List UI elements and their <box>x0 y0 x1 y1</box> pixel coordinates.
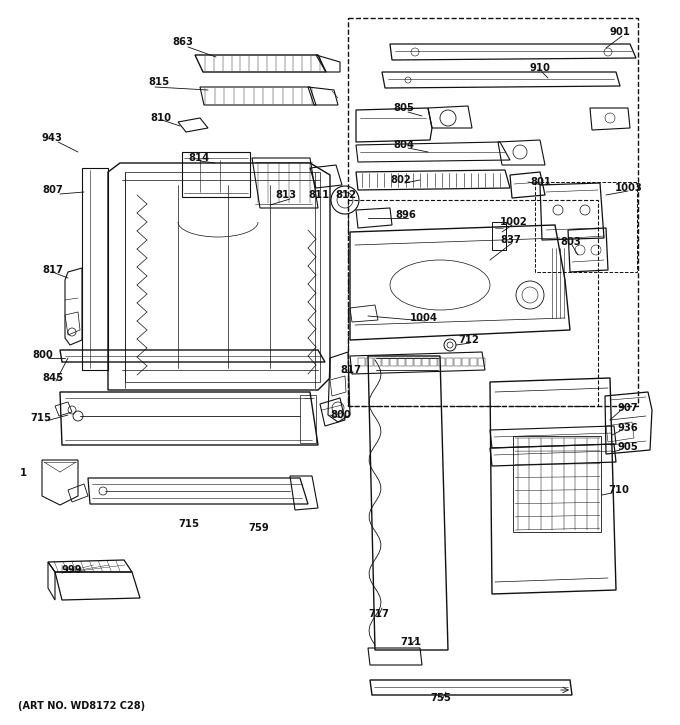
Text: 800: 800 <box>330 410 351 420</box>
Text: 999: 999 <box>62 565 83 575</box>
Text: (ART NO. WD8172 C28): (ART NO. WD8172 C28) <box>18 701 145 711</box>
Bar <box>390 358 397 366</box>
Text: 815: 815 <box>148 77 169 87</box>
Text: 1004: 1004 <box>410 313 438 323</box>
Bar <box>422 358 429 366</box>
Text: 755: 755 <box>430 693 451 703</box>
Bar <box>300 395 316 443</box>
Text: 905: 905 <box>618 442 639 452</box>
Bar <box>398 358 405 366</box>
Text: 814: 814 <box>188 153 209 163</box>
Text: 759: 759 <box>248 523 269 533</box>
Text: 807: 807 <box>42 185 63 195</box>
Bar <box>182 152 250 197</box>
Text: 811: 811 <box>308 190 329 200</box>
Bar <box>366 358 373 366</box>
Bar <box>382 358 389 366</box>
Bar <box>462 358 469 366</box>
Bar <box>492 222 506 250</box>
Text: 817: 817 <box>42 265 63 275</box>
Text: 837: 837 <box>500 235 521 245</box>
Text: 711: 711 <box>400 637 421 647</box>
Bar <box>470 358 477 366</box>
Text: 863: 863 <box>172 37 193 47</box>
Text: 800: 800 <box>32 350 53 360</box>
Text: 1: 1 <box>20 468 27 478</box>
Bar <box>374 358 381 366</box>
Bar <box>478 358 485 366</box>
Text: 813: 813 <box>275 190 296 200</box>
Text: 715: 715 <box>30 413 51 423</box>
Text: 943: 943 <box>42 133 63 143</box>
Text: 901: 901 <box>610 27 631 37</box>
Text: 1003: 1003 <box>615 183 643 193</box>
Text: 803: 803 <box>560 237 581 247</box>
Bar <box>438 358 445 366</box>
Text: 801: 801 <box>530 177 551 187</box>
Text: 810: 810 <box>150 113 171 123</box>
Text: 845: 845 <box>42 373 63 383</box>
Bar <box>446 358 453 366</box>
Text: 907: 907 <box>618 403 639 413</box>
Bar <box>454 358 461 366</box>
Text: 715: 715 <box>178 519 199 529</box>
Text: 817: 817 <box>340 365 361 375</box>
Text: 812: 812 <box>335 190 356 200</box>
Text: 910: 910 <box>530 63 551 73</box>
Text: 712: 712 <box>458 335 479 345</box>
Text: 804: 804 <box>393 140 414 150</box>
Bar <box>406 358 413 366</box>
Text: 710: 710 <box>608 485 629 495</box>
Bar <box>125 172 320 382</box>
Text: 936: 936 <box>618 423 639 433</box>
Bar <box>358 358 365 366</box>
Text: 802: 802 <box>390 175 411 185</box>
Text: 717: 717 <box>368 609 389 619</box>
Bar <box>414 358 421 366</box>
Bar <box>430 358 437 366</box>
Bar <box>513 436 601 532</box>
Text: 1002: 1002 <box>500 217 528 227</box>
Text: 896: 896 <box>395 210 416 220</box>
Text: 805: 805 <box>393 103 414 113</box>
